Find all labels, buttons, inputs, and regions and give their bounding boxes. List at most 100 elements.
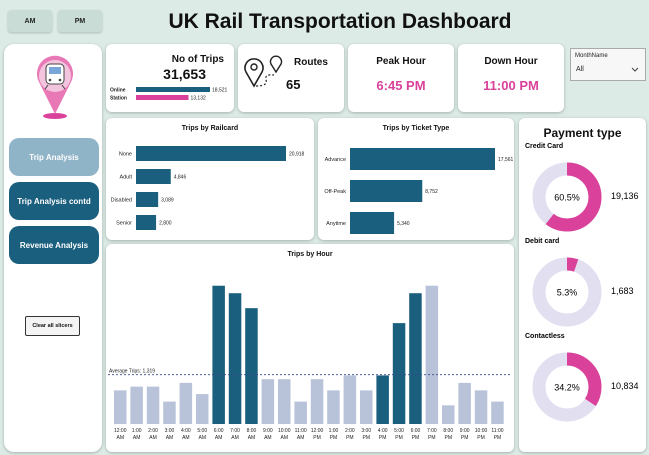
hour-tick-label: 3:00	[165, 428, 175, 434]
hour-bar	[130, 386, 143, 424]
railcard-category-label: Disabled	[111, 198, 132, 204]
payment-label: Credit Card	[525, 143, 563, 150]
hour-bar	[376, 375, 389, 424]
hour-tick-label: 6:00	[411, 428, 421, 434]
am-button[interactable]: AM	[8, 10, 52, 32]
hour-tick-label: PM	[477, 435, 485, 441]
channel-bar	[136, 87, 210, 92]
railcard-value-label: 3,089	[161, 198, 174, 204]
ticket-category-label: Anytime	[326, 221, 346, 227]
kpi-down-value: 11:00 PM	[483, 78, 539, 93]
trips-channel-bars: Online 18,521 Station 13,132	[110, 87, 228, 102]
railcard-chart-card: Trips by Railcard None 20,918 Adult 4,846 Di…	[106, 118, 314, 240]
donut-segment	[532, 162, 602, 232]
railcard-chart-title: Trips by Railcard	[181, 125, 239, 132]
hour-tick-label: 10:00	[475, 428, 488, 434]
hour-chart: 12:00AM1:00AM2:00AM3:00AM4:00AM5:00AM6:0…	[108, 285, 512, 441]
hour-bar	[228, 293, 242, 424]
kpi-routes-card: Routes 65	[238, 44, 344, 112]
kpi-down-card: Down Hour 11:00 PM	[458, 44, 564, 112]
channel-label: Station	[110, 96, 127, 102]
hour-bar	[491, 401, 504, 424]
hour-bar	[360, 390, 373, 424]
kpi-peak-value: 6:45 PM	[376, 78, 426, 93]
clear-slicers-button[interactable]: Clear all slicers	[25, 316, 80, 336]
payment-donuts: Credit Card 60.5% 19,136 Debit card 5.3% 1,68…	[525, 143, 639, 422]
donut-percent: 5.3%	[557, 288, 578, 298]
hour-tick-label: PM	[363, 435, 371, 441]
hour-tick-label: PM	[494, 435, 502, 441]
railcard-value-label: 2,800	[159, 221, 172, 227]
channel-value: 18,521	[212, 88, 228, 94]
kpi-trips-card: No of Trips 31,653 Online 18,521 Station 13…	[106, 44, 234, 112]
kpi-routes-value: 65	[286, 77, 301, 92]
hour-chart-title: Trips by Hour	[287, 251, 333, 258]
hour-tick-label: PM	[461, 435, 469, 441]
train-location-icon	[37, 55, 73, 119]
hour-chart-card: Trips by Hour 12:00 AM 1:00 AM 2:00 AM 3:00 AM 4…	[106, 244, 514, 452]
kpi-trips-title: No of Trips	[171, 54, 224, 65]
kpi-trips-value: 31,653	[163, 66, 206, 82]
payment-label: Debit card	[525, 238, 559, 245]
railcard-category-label: None	[119, 152, 132, 158]
hour-tick-label: PM	[330, 435, 338, 441]
hour-tick-label: AM	[264, 435, 272, 441]
pm-button[interactable]: PM	[58, 10, 102, 32]
nav-trip-analysis-contd[interactable]: Trip Analysis contd	[9, 182, 99, 220]
chevron-down-icon	[631, 67, 639, 72]
hour-tick-label: 4:00	[181, 428, 191, 434]
hour-bar	[392, 323, 406, 424]
hour-bar	[409, 293, 422, 424]
kpi-routes-title: Routes	[294, 57, 328, 68]
hour-bar	[163, 401, 176, 424]
hour-bar	[310, 379, 324, 424]
hour-tick-label: PM	[313, 435, 321, 441]
hour-bar	[458, 382, 471, 424]
payment-count: 1,683	[611, 286, 634, 296]
ticket-category-label: Off-Peak	[324, 189, 346, 195]
hour-tick-label: 11:00	[491, 428, 503, 434]
hour-tick-label: PM	[445, 435, 453, 441]
hour-tick-label: PM	[395, 435, 403, 441]
hour-tick-label: AM	[117, 435, 125, 441]
hour-tick-label: 8:00	[443, 428, 453, 434]
ticket-bar	[350, 180, 423, 202]
page-title: UK Rail Transportation Dashboard	[168, 10, 512, 33]
hour-bar	[343, 375, 357, 424]
railcard-category-label: Senior	[116, 221, 132, 227]
hour-tick-label: 7:00	[230, 428, 240, 434]
hour-tick-label: 3:00	[361, 428, 371, 434]
hour-bar	[212, 285, 225, 424]
payment-count: 10,834	[611, 381, 639, 391]
nav-trip-analysis[interactable]: Trip Analysis	[9, 138, 99, 176]
hour-tick-label: AM	[297, 435, 305, 441]
hour-bar	[278, 379, 291, 424]
hour-tick-label: 2:00	[148, 428, 158, 434]
railcard-bar	[136, 146, 286, 161]
hour-tick-label: 1:00	[132, 428, 142, 434]
hour-tick-label: 12:00	[311, 428, 324, 434]
hour-tick-label: 5:00	[197, 428, 207, 434]
hour-tick-label: AM	[199, 435, 207, 441]
kpi-peak-card: Peak Hour 6:45 PM	[348, 44, 454, 112]
hour-bar	[114, 390, 127, 424]
channel-label: Online	[110, 88, 126, 94]
hour-tick-label: PM	[428, 435, 436, 441]
hour-bar	[146, 386, 160, 424]
month-filter-dropdown[interactable]: MonthName All	[570, 48, 646, 81]
channel-value: 13,132	[190, 96, 206, 102]
hour-tick-label: 10:00	[278, 428, 291, 434]
hour-bar	[261, 379, 275, 424]
hour-bar	[294, 401, 307, 424]
route-pins-icon	[244, 55, 283, 88]
kpi-peak-title: Peak Hour	[376, 56, 426, 67]
nav-revenue-analysis[interactable]: Revenue Analysis	[9, 226, 99, 264]
ticket-value-label: 5,340	[397, 221, 410, 227]
ticket-chart-card: Trips by Ticket Type Advance 17,561 Off-Pe…	[318, 118, 514, 240]
railcard-value-label: 4,846	[174, 175, 187, 181]
railcard-bar	[136, 192, 159, 207]
railcard-bar	[136, 215, 157, 230]
donut-segment	[532, 352, 602, 422]
hour-tick-label: AM	[231, 435, 239, 441]
hour-tick-label: 6:00	[214, 428, 224, 434]
